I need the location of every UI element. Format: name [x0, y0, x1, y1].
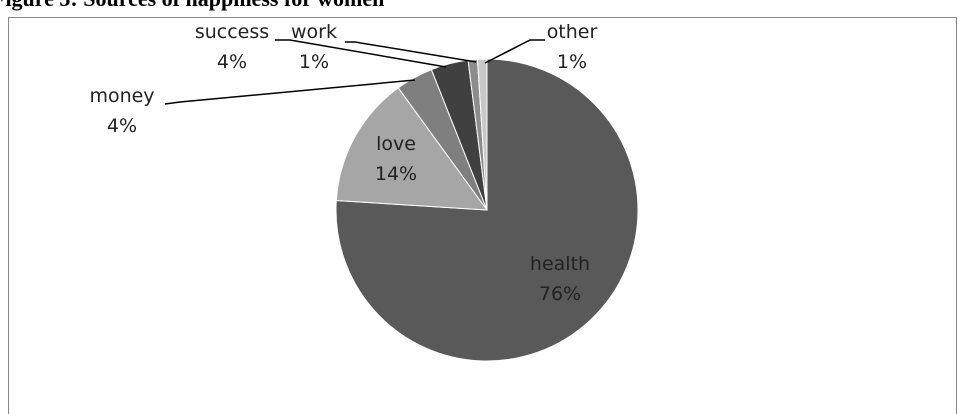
pie-slice — [476, 58, 488, 211]
value-label: 1% — [299, 51, 329, 73]
slice-label: work — [291, 21, 337, 43]
chart-title: Figure 3: Sources of happiness for women — [0, 0, 384, 11]
leader-line — [345, 41, 477, 63]
leader-line — [275, 39, 447, 68]
value-label: 14% — [375, 163, 417, 185]
value-label: 76% — [539, 283, 581, 305]
value-label: 1% — [557, 51, 587, 73]
slice-label: money — [89, 85, 154, 107]
leader-line — [164, 79, 416, 105]
value-label: 4% — [107, 115, 137, 137]
slice-label: love — [376, 133, 416, 155]
slice-label: success — [195, 21, 269, 43]
pie-slice — [335, 58, 639, 362]
chart-frame — [8, 17, 957, 414]
value-label: 4% — [217, 51, 247, 73]
pie — [335, 58, 639, 362]
slice-label: health — [530, 253, 590, 275]
leader-line — [484, 39, 545, 64]
pie-slice — [335, 87, 489, 211]
slice-label: other — [547, 21, 598, 43]
